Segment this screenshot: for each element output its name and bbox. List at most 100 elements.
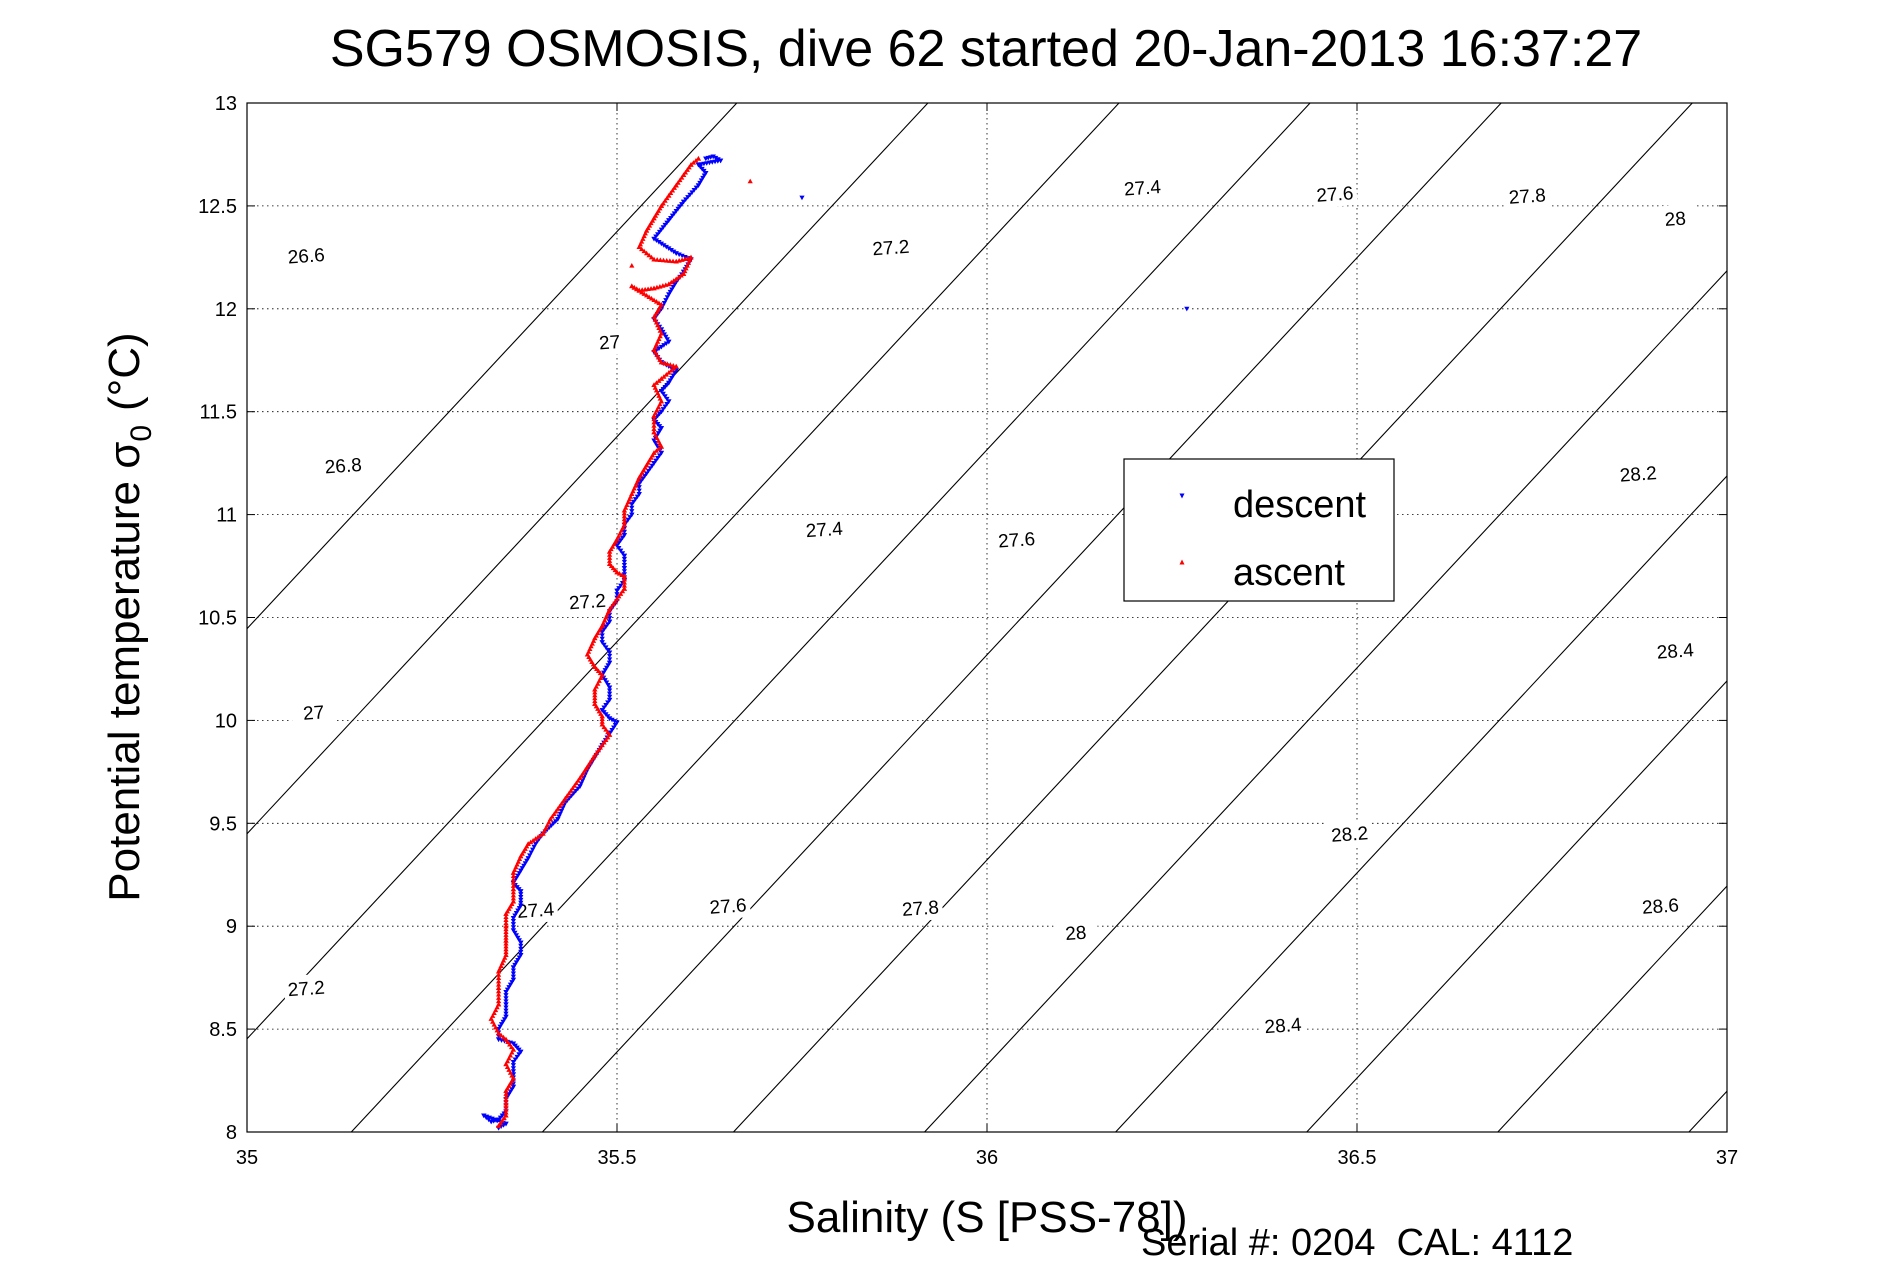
legend: descent ascent [1123,458,1395,602]
data-point-ascent [557,803,563,809]
data-point-ascent [510,889,516,895]
data-point-descent [661,332,667,337]
data-point-descent [506,985,512,990]
data-point-descent [607,694,613,700]
data-point-ascent [496,975,502,981]
data-point-descent [683,197,689,203]
data-point-ascent [690,160,697,165]
data-point-ascent [667,258,673,263]
data-point-descent [503,1011,509,1017]
data-point-ascent [657,283,663,289]
data-point-descent [603,624,609,630]
y-axis-label-main: Potential temperature σ [100,442,149,902]
density-contour-label-bg [1052,917,1099,947]
density-contour-label: 28.4 [1656,640,1695,664]
data-point-ascent [656,446,662,451]
data-point-ascent [599,623,605,628]
data-point-ascent [599,713,605,719]
data-point-ascent [666,369,672,375]
x-axis-label: Salinity (S [PSS-78]) [786,1193,1187,1242]
data-point-descent [677,204,683,210]
data-point-descent [644,471,650,477]
data-point-descent [614,588,620,594]
data-point-descent [607,688,613,694]
data-point-descent [503,1002,509,1008]
density-contour-label-bg [1311,179,1358,209]
data-point-descent [518,889,524,894]
data-point-ascent [679,175,685,180]
data-point-ascent [664,257,670,263]
data-point-ascent [621,510,627,516]
data-point-descent [603,645,609,650]
data-point-descent [515,908,521,914]
data-point-descent [510,974,516,980]
data-point-descent [629,509,635,514]
data-point-ascent [564,793,570,799]
density-contour-label-bg [1504,181,1551,211]
data-point-descent [621,529,627,535]
data-point-ascent [592,701,598,706]
data-point-descent [607,653,613,659]
data-point-descent [607,657,613,662]
data-point-descent [503,996,509,1001]
data-point-ascent [510,895,516,901]
density-contour-label: 27.6 [1316,183,1354,207]
data-point-descent [664,401,670,407]
data-point-ascent [525,841,531,846]
data-point-descent [503,1008,509,1014]
data-point-descent [662,394,668,399]
data-point-descent [601,705,607,711]
data-point-descent [496,1037,502,1042]
data-point-ascent [668,279,674,285]
data-point-ascent [503,1106,509,1112]
data-point-descent [512,913,518,919]
data-point-ascent [621,513,627,519]
data-point-ascent [621,573,627,579]
data-point-descent [655,232,661,237]
y-tick-label: 8.5 [209,1019,237,1041]
data-point-ascent [677,177,683,183]
data-point-descent [609,728,615,733]
data-point-ascent [668,367,674,373]
data-point-descent [521,863,527,869]
data-point-descent [516,1052,522,1057]
density-contour-line [733,103,1693,1132]
data-point-ascent [641,291,647,296]
data-point-descent [507,1089,514,1095]
data-point-ascent [503,914,509,919]
data-point-ascent [610,601,616,607]
data-point-descent [642,474,648,479]
density-contour-label: 28.2 [1619,463,1657,487]
y-tick-label: 11 [216,505,237,527]
data-point-descent [518,1049,524,1055]
data-point-ascent [537,832,544,838]
data-point-ascent [503,917,509,923]
data-point-descent [698,178,704,183]
data-point-descent [510,1069,516,1074]
data-point-descent [656,229,663,235]
data-point-descent [618,548,624,554]
data-point-descent [1184,306,1190,312]
data-point-descent [658,450,664,456]
data-point-ascent [653,298,660,304]
x-tick-label: 36.5 [1338,1147,1377,1169]
data-point-ascent [592,692,598,698]
data-point-descent [679,253,685,259]
data-point-descent [629,512,635,518]
data-point-ascent [670,363,676,368]
density-contour-label-bg [1260,1010,1306,1040]
data-point-descent [503,1014,509,1020]
data-point-ascent [592,689,598,695]
data-point-ascent [681,172,687,178]
data-point-descent [662,222,668,228]
density-contour-label: 28.4 [1264,1015,1303,1039]
data-point-descent [673,209,679,214]
data-point-ascent [592,686,598,692]
data-point-descent [575,786,581,792]
y-tick-label: 9 [226,916,237,938]
data-point-ascent [666,281,672,287]
data-point-descent [621,569,627,574]
data-point-ascent [503,1097,509,1103]
data-point-ascent [621,522,627,527]
